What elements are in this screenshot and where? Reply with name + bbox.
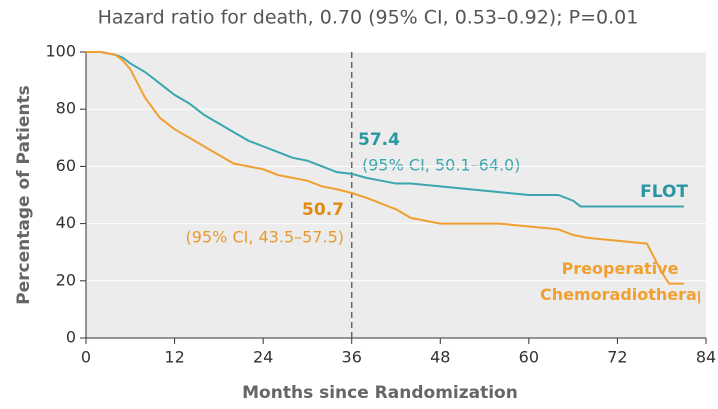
- x-tick-label: 12: [164, 348, 184, 367]
- legend-entry: FLOT: [640, 182, 688, 202]
- x-tick-label: 24: [253, 348, 273, 367]
- x-tick-label: 48: [430, 348, 450, 367]
- annotation-ci: (95% CI, 50.1–64.0): [362, 156, 520, 175]
- y-tick-label: 0: [66, 328, 76, 347]
- y-tick-label: 60: [56, 156, 76, 175]
- annotation-value: 57.4: [358, 130, 400, 150]
- annotation-ci: (95% CI, 43.5–57.5): [186, 228, 344, 247]
- y-axis-label: Percentage of Patients: [14, 85, 34, 305]
- x-tick-label: 72: [607, 348, 627, 367]
- annotation-value: 50.7: [302, 200, 344, 220]
- y-tick-label: 100: [45, 42, 76, 61]
- y-tick-label: 40: [56, 213, 76, 232]
- x-tick-label: 84: [696, 348, 716, 367]
- legend-entry-box: Preoperative Chemoradiotherapy: [540, 259, 700, 304]
- x-axis-label: Months since Randomization: [242, 383, 518, 403]
- chart-title: Hazard ratio for death, 0.70 (95% CI, 0.…: [98, 7, 639, 29]
- y-tick-label: 80: [56, 99, 76, 118]
- y-tick-label: 20: [56, 270, 76, 289]
- x-tick-label: 0: [81, 348, 91, 367]
- legend-entry: Preoperative Chemoradiotherapy: [540, 259, 700, 304]
- survival-curve: [86, 51, 684, 208]
- survival-curve: [86, 51, 684, 285]
- x-tick-label: 60: [519, 348, 539, 367]
- x-tick-label: 36: [342, 348, 362, 367]
- plot-area: [86, 52, 706, 338]
